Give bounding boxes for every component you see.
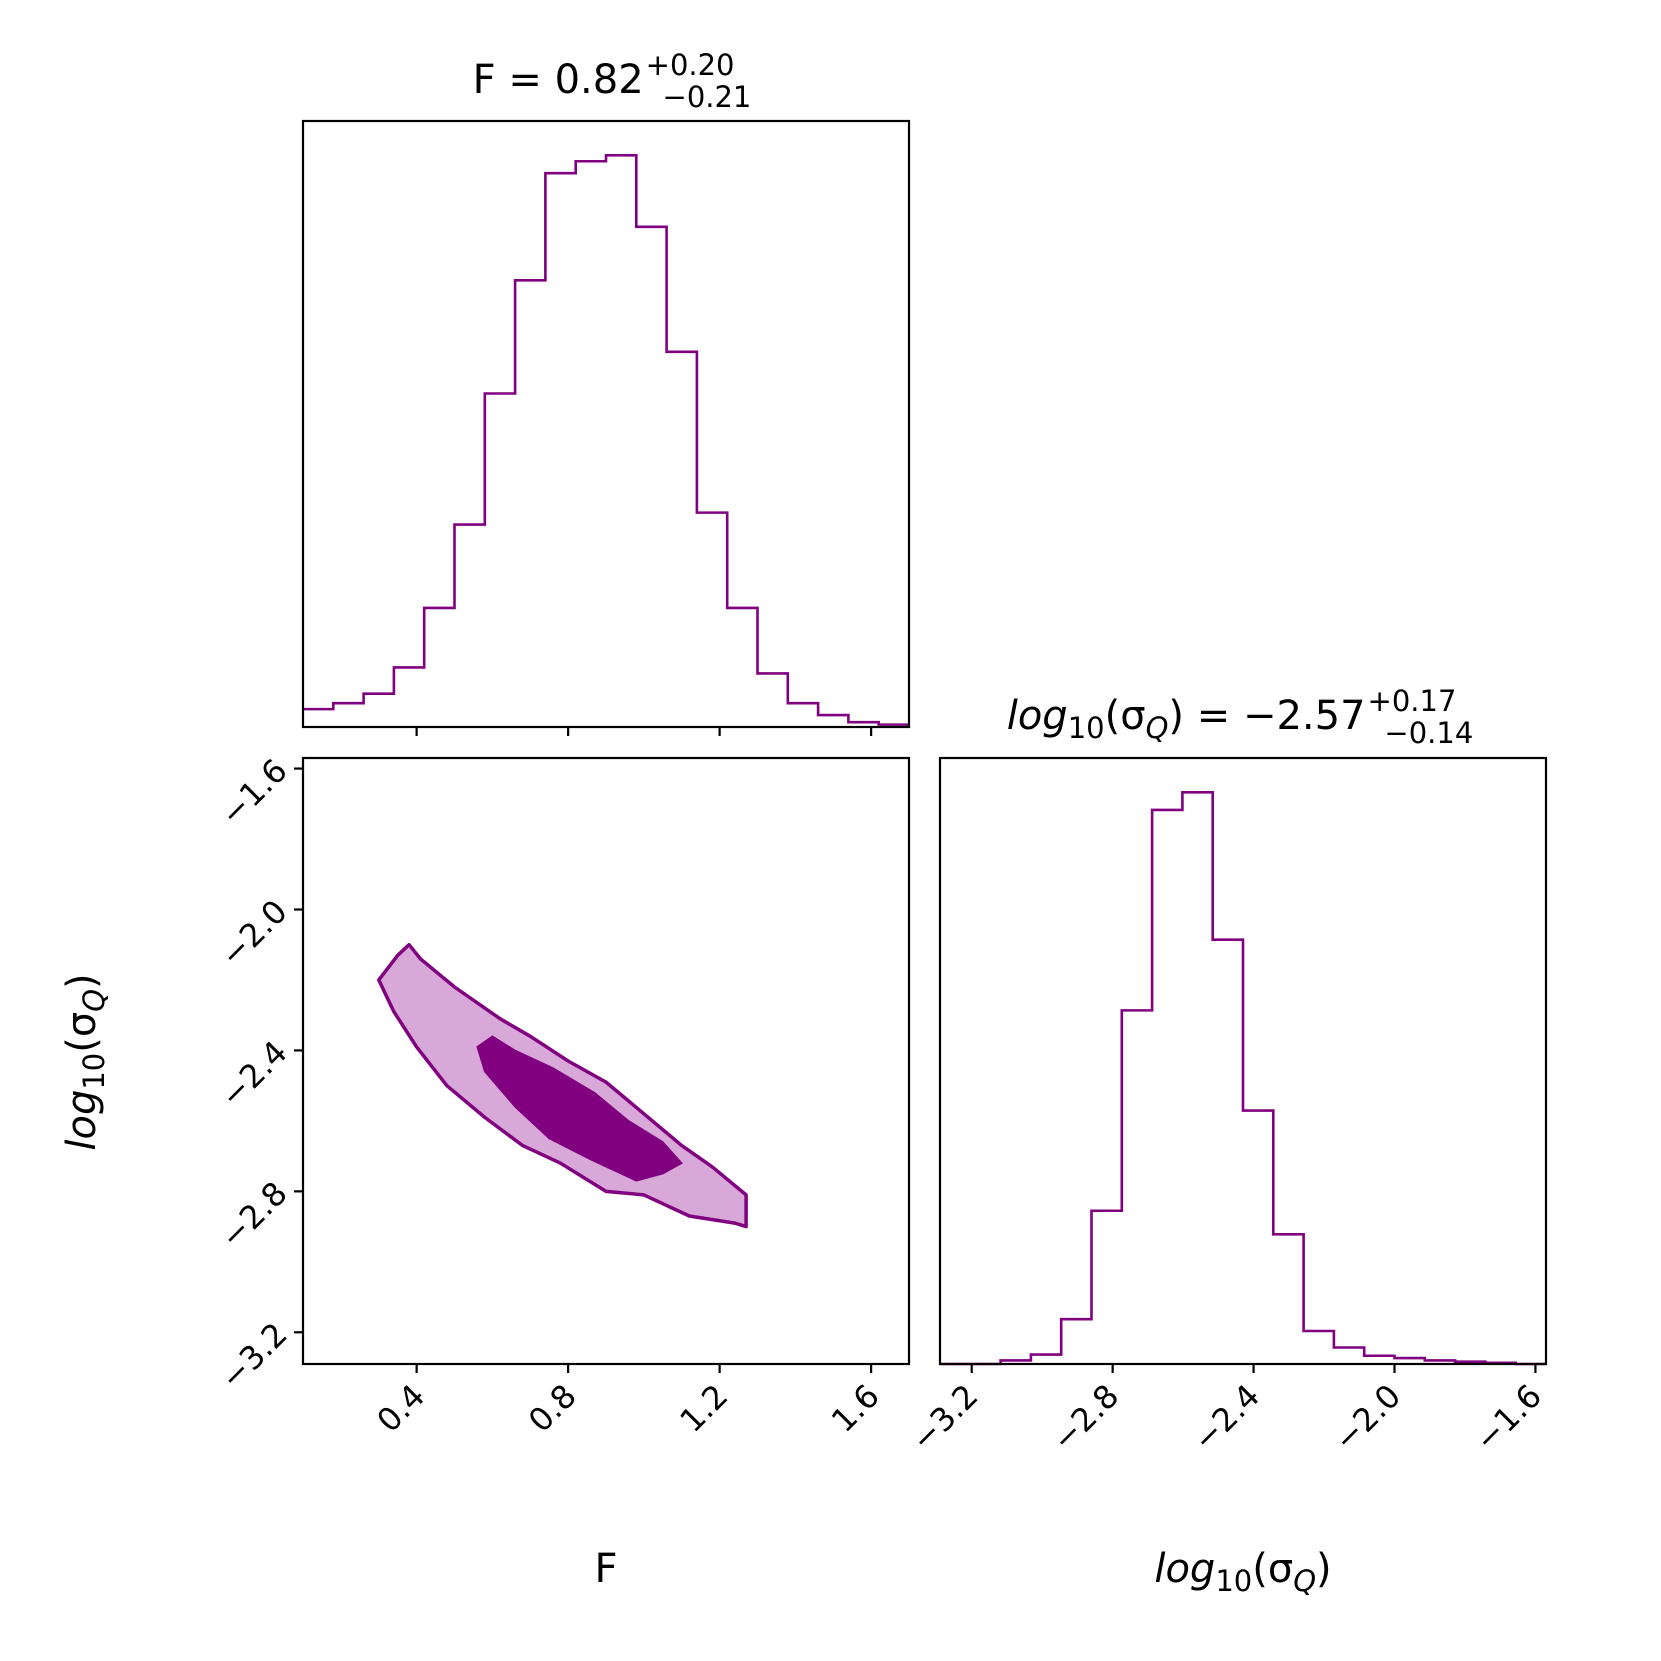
contour-inner-region [476,1035,683,1182]
xtick-label-hist-sigma-2: −2.4 [1185,1377,1267,1459]
xtick-label-hist-sigma-0: −3.2 [904,1377,986,1459]
xtick-label-contour-0: 0.4 [369,1377,432,1440]
ticks-hist-sigma: −3.2 −2.8 −2.4 −2.0 −1.6 [904,1364,1549,1459]
xtick-label-hist-sigma-4: −1.6 [1467,1377,1549,1459]
xtick-label-contour-1: 0.8 [521,1377,584,1440]
frame-hist-F [301,119,911,729]
xlabel-sigma: log10(σQ) [1154,1546,1331,1598]
histogram-sigma-series [940,791,1546,1366]
panel-hist-F: F = 0.82+0.20 −0.21 [301,48,911,736]
xlabel-F: F [594,1546,617,1592]
yticks-contour: −3.2 −2.8 −2.4 −2.0 −1.6 [213,751,303,1397]
xtick-label-contour-2: 1.2 [672,1377,735,1440]
frame-hist-sigma [938,756,1548,1366]
panel-contour: 0.4 0.8 1.2 1.6 −3.2 −2.8 −2.4 −2.0 −1.6 F log1… [59,751,911,1592]
title-F: F = 0.82+0.20 −0.21 [473,48,752,114]
ytick-label-contour-3: −2.0 [213,892,295,974]
frame-contour [301,756,911,1366]
ylabel-sigma: log10(σQ) [59,973,111,1150]
panel-hist-sigma: log10(σQ) = −2.57+0.17 −0.14 −3.2 −2.8 −2.4… [904,684,1550,1598]
ticks-hist-F [415,727,873,736]
xtick-label-hist-sigma-3: −2.0 [1326,1377,1408,1459]
ytick-label-contour-0: −3.2 [213,1315,295,1397]
ytick-label-contour-2: −2.4 [213,1033,295,1115]
ytick-label-contour-1: −2.8 [213,1174,295,1256]
xtick-label-contour-3: 1.6 [824,1377,887,1440]
xtick-label-hist-sigma-1: −2.8 [1044,1377,1126,1459]
title-sigma: log10(σQ) = −2.57+0.17 −0.14 [1007,684,1474,750]
histogram-F-series [303,154,909,726]
ytick-label-contour-4: −1.6 [213,751,295,833]
xticks-contour: 0.4 0.8 1.2 1.6 [369,1364,887,1440]
